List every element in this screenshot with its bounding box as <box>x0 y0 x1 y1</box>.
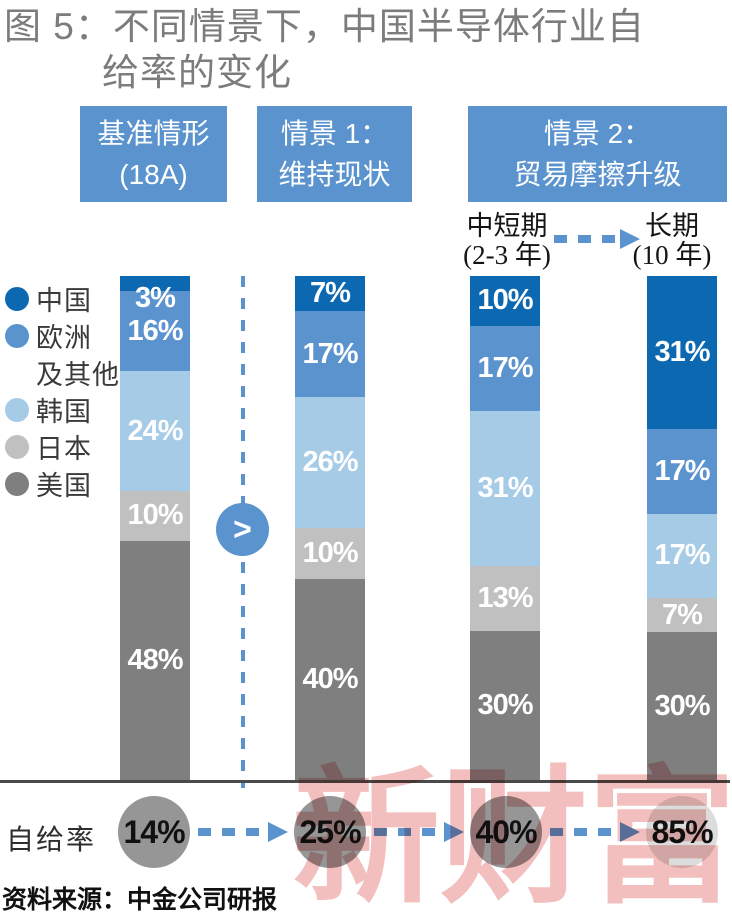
self-sufficiency-value: 25% <box>299 813 361 850</box>
figure-title-line1: 图 5：不同情景下，中国半导体行业自 <box>4 6 645 47</box>
greater-than-badge: > <box>216 503 269 556</box>
dashed-arrow-icon <box>552 227 642 251</box>
scenario-box-2-line1: 情景 2： <box>543 118 652 149</box>
self-sufficiency-circle: 14% <box>118 796 190 868</box>
bar-segment-japan: 10% <box>120 491 190 541</box>
scenario-box-baseline: 基准情形 (18A) <box>80 106 227 202</box>
scenario-box-2: 情景 2： 贸易摩擦升级 <box>468 106 727 202</box>
legend-item: 及其他 <box>5 354 120 391</box>
legend-swatch-icon <box>5 471 29 496</box>
bar-segment-label: 17% <box>654 539 710 572</box>
period-label-short-term-line1: 中短期 <box>466 211 548 241</box>
bar-segment-china: 10% <box>470 276 540 326</box>
period-label-long-term-line1: 长期 <box>645 211 699 241</box>
legend-label: 及其他 <box>36 360 120 390</box>
bar-segment-label: 26% <box>302 446 358 479</box>
scenario-box-2-line2: 贸易摩擦升级 <box>513 159 682 190</box>
self-sufficiency-circle: 85% <box>646 796 718 868</box>
bar-segment-korea: 26% <box>295 397 365 529</box>
dashed-arrow-icon <box>548 820 642 844</box>
bar-segment-label: 16% <box>127 314 183 347</box>
bar-segment-europe-others: 17% <box>647 429 717 514</box>
bar-segment-korea: 24% <box>120 371 190 491</box>
bar-segment-label: 3% <box>135 282 176 314</box>
bar-segment-label: 10% <box>127 499 183 532</box>
self-sufficiency-value: 40% <box>475 813 537 850</box>
figure-title: 图 5：不同情景下，中国半导体行业自 给率的变化 <box>4 4 645 96</box>
bar-segment-japan: 7% <box>647 597 717 633</box>
bar-segment-label: 48% <box>127 644 183 677</box>
dashed-arrow-icon <box>372 820 466 844</box>
bar-segment-label: 17% <box>477 351 533 384</box>
period-label-long-term-line2: (10 年) <box>632 240 712 270</box>
legend-item: 日本 <box>5 428 120 465</box>
source-note: 资料来源：中金公司研报 <box>2 886 278 913</box>
bar-segment-japan: 13% <box>470 565 540 631</box>
bar-segment-label: 17% <box>302 337 358 370</box>
bar-segment-europe-others: 16% <box>120 291 190 371</box>
legend-label: 韩国 <box>36 397 92 427</box>
bar-segment-europe-others: 17% <box>295 311 365 398</box>
bar-segment-korea: 31% <box>470 410 540 566</box>
bar-segment-label: 31% <box>654 336 710 369</box>
legend-label: 欧洲 <box>36 323 92 353</box>
bar-segment-usa: 48% <box>120 540 190 781</box>
scenario-box-baseline-line1: 基准情形 <box>97 118 210 149</box>
bar-segment-europe-others: 17% <box>470 325 540 411</box>
self-sufficiency-label: 自给率 <box>6 824 97 855</box>
bar-segment-label: 10% <box>477 284 533 317</box>
bar-segment-china: 7% <box>295 276 365 312</box>
bar-segment-label: 7% <box>662 598 703 631</box>
stacked-bar: 10% 17% 31% 13% 30% <box>470 276 540 781</box>
figure-title-line2: 给率的变化 <box>102 51 292 93</box>
legend-item: 美国 <box>5 465 120 502</box>
legend-label: 中国 <box>36 286 92 316</box>
self-sufficiency-value: 14% <box>123 813 185 850</box>
period-label-short-term-line2: (2-3 年) <box>463 240 551 270</box>
bar-segment-usa: 30% <box>470 630 540 781</box>
bar-segment-label: 30% <box>654 690 710 723</box>
bar-segment-label: 40% <box>302 663 358 696</box>
legend-item: 中国 <box>5 280 120 317</box>
scenario-box-1-line2: 维持现状 <box>278 159 391 190</box>
x-axis-line <box>0 780 730 783</box>
stacked-bar: 7% 17% 26% 10% 40% <box>295 276 365 781</box>
legend-item: 欧洲 <box>5 317 120 354</box>
legend-swatch-icon <box>5 286 29 311</box>
bar-segment-label: 10% <box>302 537 358 570</box>
dashed-arrow-icon <box>196 820 290 844</box>
legend-swatch-icon <box>5 434 29 459</box>
self-sufficiency-value: 85% <box>651 813 713 850</box>
bar-segment-label: 30% <box>477 689 533 722</box>
bar-segment-usa: 30% <box>647 632 717 781</box>
scenario-box-1-line1: 情景 1： <box>280 118 389 149</box>
bar-segment-label: 17% <box>654 455 710 488</box>
bar-segment-china: 3% <box>120 276 190 314</box>
bar-segment-china: 31% <box>647 276 717 430</box>
bar-segment-usa: 40% <box>295 578 365 781</box>
legend-item: 韩国 <box>5 391 120 428</box>
legend-swatch-icon <box>5 323 29 348</box>
stacked-bar: 31% 17% 17% 7% 30% <box>647 276 717 781</box>
period-label-long-term: 长期 (10 年) <box>608 212 732 270</box>
legend-label: 日本 <box>36 434 92 464</box>
scenario-box-baseline-line2: (18A) <box>119 159 188 190</box>
self-sufficiency-circle: 40% <box>470 796 542 868</box>
chart-legend: 中国欧洲及其他韩国日本美国 <box>5 280 120 502</box>
self-sufficiency-circle: 25% <box>294 796 366 868</box>
scenario-box-1: 情景 1： 维持现状 <box>257 106 412 202</box>
stacked-bar: 3% 16% 24% 10% 48% <box>120 276 190 781</box>
bar-segment-korea: 17% <box>647 513 717 598</box>
bar-segment-label: 31% <box>477 471 533 504</box>
legend-swatch-icon <box>5 397 29 422</box>
bar-segment-japan: 10% <box>295 528 365 579</box>
bar-segment-label: 24% <box>127 414 183 447</box>
period-label-short-term: 中短期 (2-3 年) <box>428 212 586 270</box>
bar-segment-label: 7% <box>310 277 351 310</box>
legend-label: 美国 <box>36 471 92 501</box>
bar-segment-label: 13% <box>477 581 533 614</box>
